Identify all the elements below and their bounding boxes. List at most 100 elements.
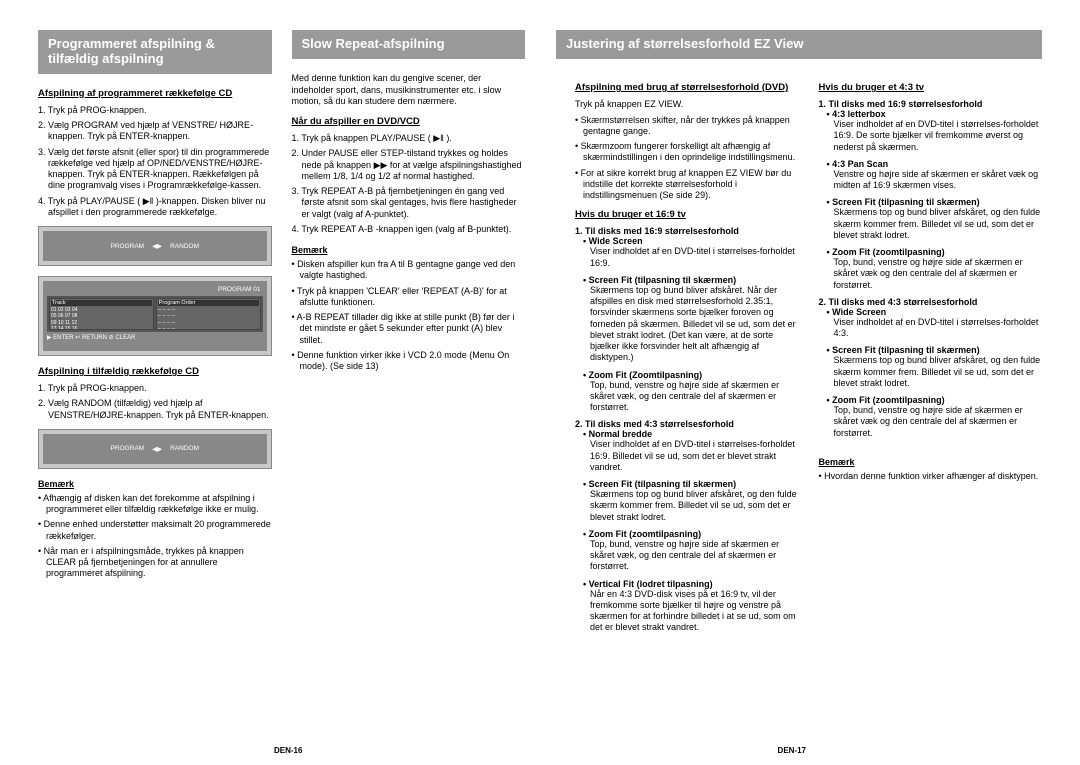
subhead-169-tv: Hvis du bruger et 16:9 tv [575, 209, 799, 220]
step: 1. Tryk på PROG-knappen. [38, 383, 272, 394]
osd-label: PROGRAM [111, 445, 145, 452]
step: 1. Tryk på PROG-knappen. [38, 105, 272, 116]
option-desc: Top, bund, venstre og højre side af skær… [819, 257, 1043, 291]
subhead-dvd-vcd: Når du afspiller en DVD/VCD [292, 116, 526, 127]
remark-title: Bemærk [38, 479, 272, 489]
option-label: • Screen Fit (tilpasning til skærmen) [575, 479, 799, 489]
heading-programmeret: Programmeret afspilning & tilfældig afsp… [38, 30, 272, 74]
step: 3. Vælg det første afsnit (eller spor) t… [38, 147, 272, 192]
ez-notes: Skærmstørrelsen skifter, når der trykkes… [575, 115, 799, 202]
option-label: • Screen Fit (tilpasning til skærmen) [819, 345, 1043, 355]
page-left: Programmeret afspilning & tilfældig afsp… [38, 30, 525, 730]
step: 2. Under PAUSE eller STEP-tilstand trykk… [292, 148, 526, 182]
step: 4. Tryk REPEAT A-B -knappen igen (valg a… [292, 224, 526, 235]
step: 4. Tryk på PLAY/PAUSE ( ▶‖ )-knappen. Di… [38, 196, 272, 219]
subhead-ez-dvd: Afspilning med brug af størrelsesforhold… [575, 82, 799, 93]
option-desc: Viser indholdet af en DVD-titel i større… [819, 317, 1043, 340]
note-item: For at sikre korrekt brug af knappen EZ … [575, 168, 799, 202]
option-desc: Når en 4:3 DVD-disk vises på et 16:9 tv,… [575, 589, 799, 634]
option-desc: Skærmens top og bund bliver afskåret, og… [575, 489, 799, 523]
step: 2. Vælg PROGRAM ved hjælp af VENSTRE/ HØ… [38, 120, 272, 143]
remark-list: Disken afspiller kun fra A til B gentagn… [292, 259, 526, 372]
option-desc: Top, bund, venstre og højre side af skær… [575, 539, 799, 573]
option-desc: Top, bund, venstre og højre side af skær… [819, 405, 1043, 439]
option-desc: Viser indholdet af en DVD-titel i større… [575, 246, 799, 269]
osd-col-header: Track [51, 300, 152, 306]
remark-item: A-B REPEAT tillader dig ikke at stille p… [292, 312, 526, 346]
osd-screenshot-top: PROGRAM ◀▶ RANDOM [38, 226, 272, 266]
osd-col-header: Program Order [158, 300, 259, 306]
remark-list: Hvordan denne funktion virker afhænger a… [819, 471, 1043, 482]
step: 3. Tryk REPEAT A-B på fjernbetjeningen é… [292, 186, 526, 220]
steps-dvd-vcd: 1. Tryk på knappen PLAY/PAUSE ( ▶‖ ). 2.… [292, 133, 526, 235]
manual-spread: Programmeret afspilning & tilfældig afsp… [38, 30, 1042, 730]
option-label: • Normal bredde [575, 429, 799, 439]
osd-bottom: ▶ ENTER ↩ RETURN ⊘ CLEAR [47, 334, 263, 341]
page-number-left: DEN-16 [274, 746, 302, 755]
option-desc: Skærmens top og bund bliver afskåret, og… [819, 207, 1043, 241]
ez-intro: Tryk på knappen EZ VIEW. [575, 99, 799, 111]
intro-text: Med denne funktion kan du gengive scener… [292, 73, 526, 108]
right-col1: Afspilning med brug af størrelsesforhold… [575, 30, 799, 730]
option-desc: Venstre og højre side af skærmen er skår… [819, 169, 1043, 192]
note-item: Skærmstørrelsen skifter, når der trykkes… [575, 115, 799, 138]
option-label: • Screen Fit (tilpasning til skærmen) [819, 197, 1043, 207]
remark-item: Afhængig af disken kan det forekomme at … [38, 493, 272, 516]
osd-label: RANDOM [170, 243, 199, 250]
osd-title: PROGRAM 01 [218, 286, 261, 293]
option-label: • 4:3 letterbox [819, 109, 1043, 119]
remark-item: Når man er i afspilningsmåde, trykkes på… [38, 546, 272, 580]
heading-ez-view: Justering af størrelsesforhold EZ View [556, 30, 1042, 59]
osd-arrows-icon: ◀▶ [152, 445, 162, 453]
option-group: • Wide ScreenViser indholdet af en DVD-t… [819, 307, 1043, 439]
option-label: • 4:3 Pan Scan [819, 159, 1043, 169]
group-title: 2. Til disks med 4:3 størrelsesforhold [819, 297, 1043, 307]
left-col1: Programmeret afspilning & tilfældig afsp… [38, 30, 272, 730]
remark-item: Disken afspiller kun fra A til B gentagn… [292, 259, 526, 282]
option-label: • Zoom Fit (zoomtilpasning) [819, 395, 1043, 405]
osd-screenshot-program: PROGRAM 01 Track 01 02 03 04 05 06 07 08… [38, 276, 272, 356]
option-label: • Vertical Fit (lodret tilpasning) [575, 579, 799, 589]
option-label: • Wide Screen [819, 307, 1043, 317]
option-desc: Skærmens top og bund bliver afskåret. Nå… [575, 285, 799, 364]
remark-list: Afhængig af disken kan det forekomme at … [38, 493, 272, 580]
option-desc: Viser indholdet af en DVD-titel i større… [575, 439, 799, 473]
right-col2: Hvis du bruger et 4:3 tv 1. Til disks me… [819, 30, 1043, 730]
remark-item: Denne funktion virker ikke i VCD 2.0 mod… [292, 350, 526, 373]
note-item: Skærmzoom fungerer forskelligt alt afhæn… [575, 141, 799, 164]
option-desc: Skærmens top og bund bliver afskåret, og… [819, 355, 1043, 389]
osd-arrows-icon: ◀▶ [152, 242, 162, 250]
option-label: • Wide Screen [575, 236, 799, 246]
osd-label: PROGRAM [111, 243, 145, 250]
page-right: Justering af størrelsesforhold EZ View A… [555, 30, 1042, 730]
option-desc: Viser indholdet af en DVD-titel i større… [819, 119, 1043, 153]
page-number-right: DEN-17 [778, 746, 806, 755]
option-desc: Top, bund, venstre og højre side af skær… [575, 380, 799, 414]
remark-title: Bemærk [819, 457, 1043, 467]
subhead-random-cd: Afspilning i tilfældig rækkefølge CD [38, 366, 272, 377]
remark-item: Hvordan denne funktion virker afhænger a… [819, 471, 1043, 482]
step: 2. Vælg RANDOM (tilfældig) ved hjælp af … [38, 398, 272, 421]
osd-label: RANDOM [170, 445, 199, 452]
option-label: • Zoom Fit (zoomtilpasning) [575, 529, 799, 539]
group-title: 1. Til disks med 16:9 størrelsesforhold [819, 99, 1043, 109]
osd-screenshot-random: PROGRAM ◀▶ RANDOM [38, 429, 272, 469]
option-label: • Zoom Fit (Zoomtilpasning) [575, 370, 799, 380]
steps-program-cd: 1. Tryk på PROG-knappen. 2. Vælg PROGRAM… [38, 105, 272, 218]
steps-random-cd: 1. Tryk på PROG-knappen. 2. Vælg RANDOM … [38, 383, 272, 421]
left-col2: Slow Repeat-afspilning Med denne funktio… [292, 30, 526, 730]
subhead-program-cd: Afspilning af programmeret rækkefølge CD [38, 88, 272, 99]
heading-slow-repeat: Slow Repeat-afspilning [292, 30, 526, 59]
option-group: • Normal breddeViser indholdet af en DVD… [575, 429, 799, 633]
remark-item: Tryk på knappen 'CLEAR' eller 'REPEAT (A… [292, 286, 526, 309]
remark-item: Denne enhed understøtter maksimalt 20 pr… [38, 519, 272, 542]
option-label: • Screen Fit (tilpasning til skærmen) [575, 275, 799, 285]
group-title: 2. Til disks med 4:3 størrelsesforhold [575, 419, 799, 429]
option-group: • Wide ScreenViser indholdet af en DVD-t… [575, 236, 799, 413]
option-group: • 4:3 letterboxViser indholdet af en DVD… [819, 109, 1043, 291]
step: 1. Tryk på knappen PLAY/PAUSE ( ▶‖ ). [292, 133, 526, 144]
subhead-43-tv: Hvis du bruger et 4:3 tv [819, 82, 1043, 93]
group-title: 1. Til disks med 16:9 størrelsesforhold [575, 226, 799, 236]
option-label: • Zoom Fit (zoomtilpasning) [819, 247, 1043, 257]
osd-tracks: 01 02 03 04 05 06 07 08 09 10 11 12 13 1… [51, 307, 152, 330]
